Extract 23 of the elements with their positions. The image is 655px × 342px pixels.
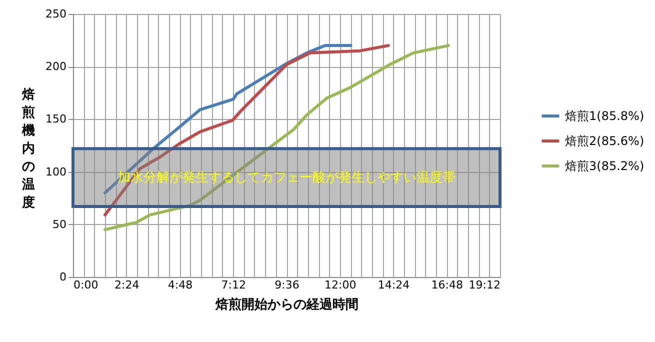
x-tick-label: 9:36 xyxy=(274,278,300,292)
line-series xyxy=(104,44,390,216)
y-tick-label: 150 xyxy=(46,112,66,126)
x-tick-label: 16:48 xyxy=(431,278,463,292)
y-tick-label: 0 xyxy=(60,270,66,284)
legend-label: 焙煎3(85.2%) xyxy=(565,159,644,173)
x-tick-label: 12:00 xyxy=(324,278,356,292)
y-tick-label: 250 xyxy=(46,8,66,20)
legend-label: 焙煎2(85.6%) xyxy=(565,134,644,148)
x-tick-label: 14:24 xyxy=(378,278,410,292)
x-axis-title: 焙煎開始からの経過時間 xyxy=(214,296,358,312)
x-tick-label: 2:24 xyxy=(114,278,140,292)
line-series xyxy=(104,44,352,194)
legend-label: 焙煎1(85.8%) xyxy=(565,109,644,123)
band-label: 加水分解が発生するしてカフェー酸が発生しやすい温度帯 xyxy=(118,170,456,186)
x-tick-label: 0:00 xyxy=(74,278,98,292)
x-tick-label: 7:12 xyxy=(221,278,246,292)
y-tick-label: 100 xyxy=(46,165,66,178)
x-tick-label: 19:12 xyxy=(468,278,500,292)
y-tick-label: 200 xyxy=(46,60,66,74)
y-tick-label: 50 xyxy=(52,218,66,231)
x-tick-label: 4:48 xyxy=(168,278,193,292)
y-axis-title: 焙煎機内の温度 xyxy=(21,86,35,210)
